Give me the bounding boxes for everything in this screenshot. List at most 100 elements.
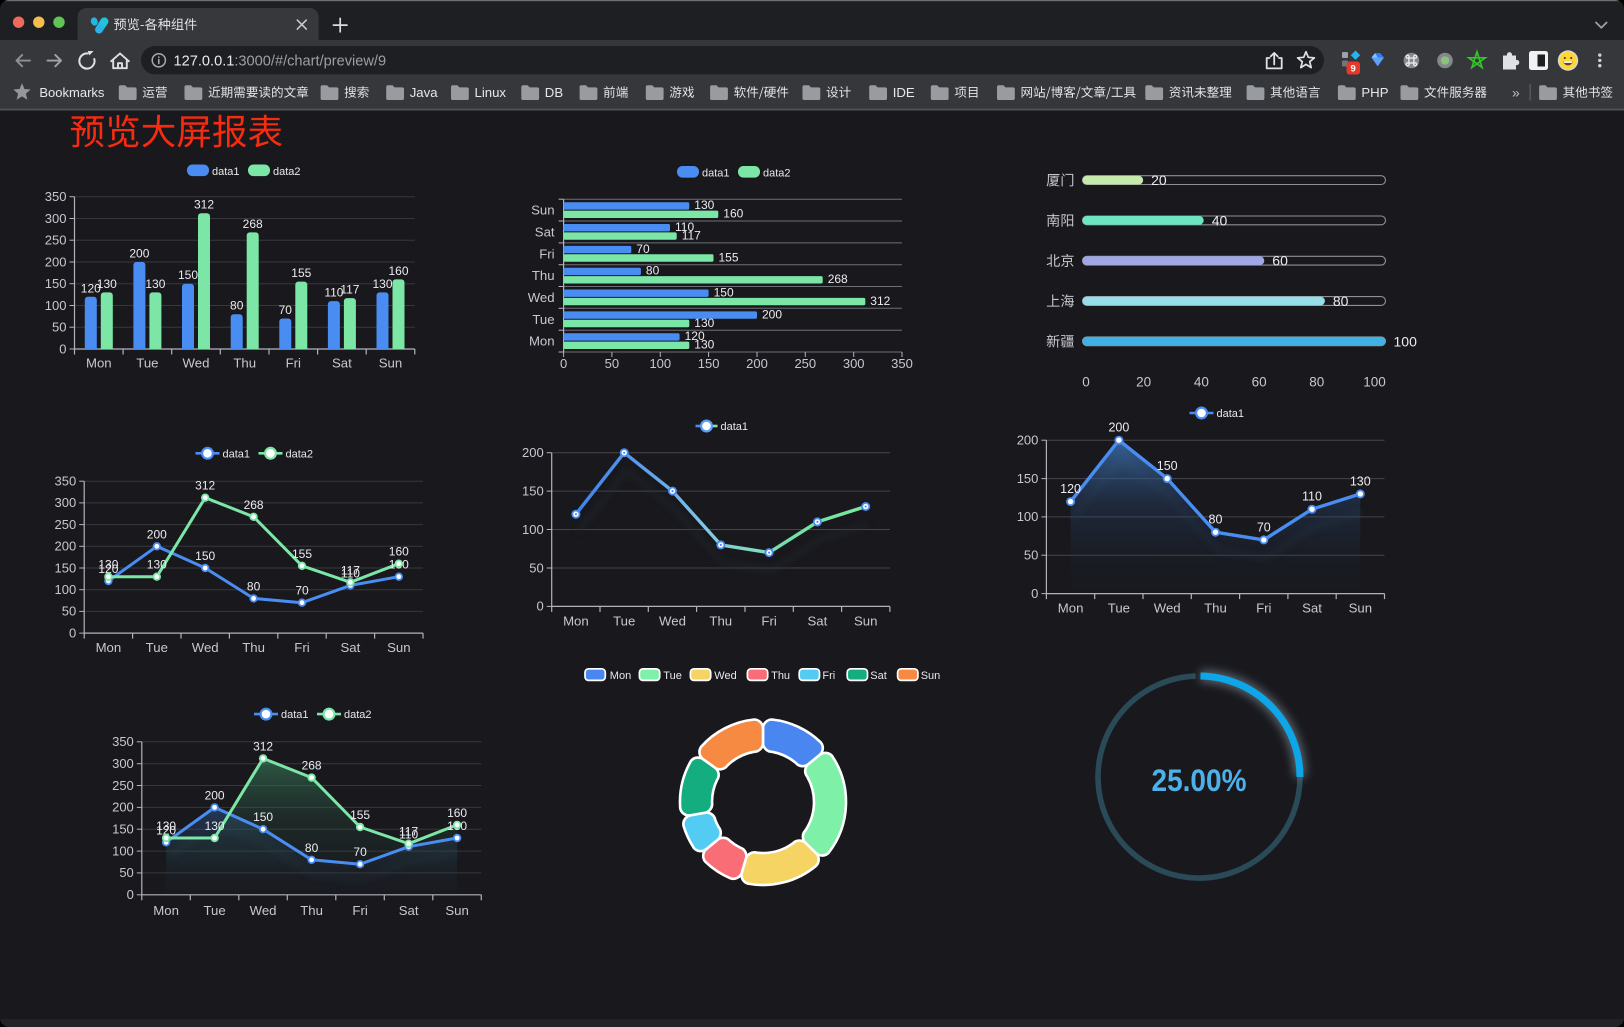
svg-text:PHP: PHP [1361,85,1388,100]
svg-text:80: 80 [247,579,261,593]
svg-text:150: 150 [1157,459,1178,473]
svg-text:350: 350 [112,734,134,749]
svg-text:130: 130 [97,277,117,291]
svg-text:150: 150 [714,285,734,299]
svg-text:100: 100 [1017,509,1039,524]
svg-text:Wed: Wed [1154,601,1181,616]
svg-text:80: 80 [1333,293,1349,309]
svg-text:0: 0 [1082,375,1090,390]
svg-text:200: 200 [54,539,76,554]
svg-text:110: 110 [341,566,360,580]
svg-text:Sat: Sat [535,224,555,239]
svg-text:50: 50 [605,356,619,371]
svg-text:117: 117 [399,825,418,839]
svg-text:Tue: Tue [203,903,225,918]
svg-text:0: 0 [69,625,76,640]
svg-text:Tue: Tue [532,312,554,327]
svg-text:150: 150 [195,549,215,563]
svg-text:300: 300 [45,211,67,226]
svg-text:Sun: Sun [1349,601,1372,616]
svg-text:150: 150 [54,560,76,575]
svg-text:110: 110 [324,286,343,300]
svg-text:Linux: Linux [475,85,507,100]
svg-text:Tue: Tue [136,356,158,371]
svg-text:0: 0 [127,887,134,902]
svg-text:data2: data2 [763,167,791,179]
svg-text:268: 268 [828,272,848,286]
svg-text:Sun: Sun [921,670,941,682]
svg-text:Tue: Tue [146,640,168,655]
svg-text:Fri: Fri [294,640,309,655]
svg-text:Thu: Thu [709,613,732,628]
svg-text:80: 80 [646,264,660,278]
svg-text:data1: data1 [721,421,749,433]
svg-text:130: 130 [694,338,714,352]
svg-text:120: 120 [685,329,705,343]
svg-text:Fri: Fri [539,246,554,261]
svg-text:130: 130 [156,819,176,833]
svg-text:100: 100 [112,843,134,858]
svg-text:117: 117 [341,563,360,577]
svg-text:268: 268 [302,759,322,773]
svg-text:Tue: Tue [663,670,682,682]
svg-text:Thu: Thu [242,640,265,655]
svg-text:100: 100 [522,522,544,537]
svg-text:0: 0 [59,341,66,356]
svg-text:data2: data2 [286,448,314,460]
svg-text:200: 200 [112,800,134,815]
svg-text:120: 120 [156,823,176,837]
svg-text:350: 350 [891,356,913,371]
svg-text:40: 40 [1194,375,1209,390]
svg-text:268: 268 [244,498,264,512]
svg-text:Mon: Mon [610,670,631,682]
svg-text:130: 130 [694,316,714,330]
svg-text:Sat: Sat [341,640,361,655]
svg-text:data2: data2 [273,166,301,178]
svg-text:Wed: Wed [714,670,736,682]
svg-text:312: 312 [194,198,214,212]
svg-text:Fri: Fri [352,903,367,918]
svg-text:80: 80 [305,841,319,855]
svg-text:70: 70 [636,242,650,256]
svg-text:160: 160 [388,264,408,278]
svg-text:155: 155 [292,547,312,561]
svg-text:Fri: Fri [761,613,776,628]
svg-text:Thu: Thu [233,356,256,371]
svg-text:Sat: Sat [870,670,887,682]
svg-text:Wed: Wed [250,903,277,918]
svg-text:data1: data1 [223,448,251,460]
svg-text:312: 312 [253,739,273,753]
svg-text:Wed: Wed [183,356,210,371]
svg-text:130: 130 [145,277,165,291]
svg-text:200: 200 [1017,433,1039,448]
svg-text:120: 120 [81,281,101,295]
svg-text:9: 9 [1351,64,1356,75]
svg-text:20: 20 [1136,375,1151,390]
svg-text:Mon: Mon [563,613,589,628]
svg-text:0: 0 [1031,586,1038,601]
svg-text:130: 130 [205,819,225,833]
svg-text:70: 70 [353,845,367,859]
svg-text:data1: data1 [281,709,309,721]
svg-text:120: 120 [1060,482,1081,496]
svg-text:312: 312 [195,479,215,493]
svg-text:100: 100 [1394,333,1418,349]
svg-text:350: 350 [54,474,76,489]
svg-text:data1: data1 [1217,408,1245,420]
svg-text:155: 155 [350,808,370,822]
svg-text:50: 50 [119,865,133,880]
svg-text:Mon: Mon [1058,601,1084,616]
svg-text:data1: data1 [702,167,730,179]
svg-text:Wed: Wed [528,290,555,305]
svg-text:110: 110 [1302,490,1322,504]
svg-text:Mon: Mon [529,334,555,349]
svg-text:150: 150 [112,822,134,837]
svg-text:127.0.0.1:3000/#/chart/preview: 127.0.0.1:3000/#/chart/preview/9 [174,54,387,70]
svg-text:150: 150 [45,276,67,291]
svg-text:Fri: Fri [1256,601,1271,616]
svg-text:150: 150 [698,356,720,371]
svg-text:130: 130 [694,198,714,212]
svg-text:20: 20 [1151,172,1167,188]
svg-text:100: 100 [54,582,76,597]
svg-text:300: 300 [843,356,865,371]
